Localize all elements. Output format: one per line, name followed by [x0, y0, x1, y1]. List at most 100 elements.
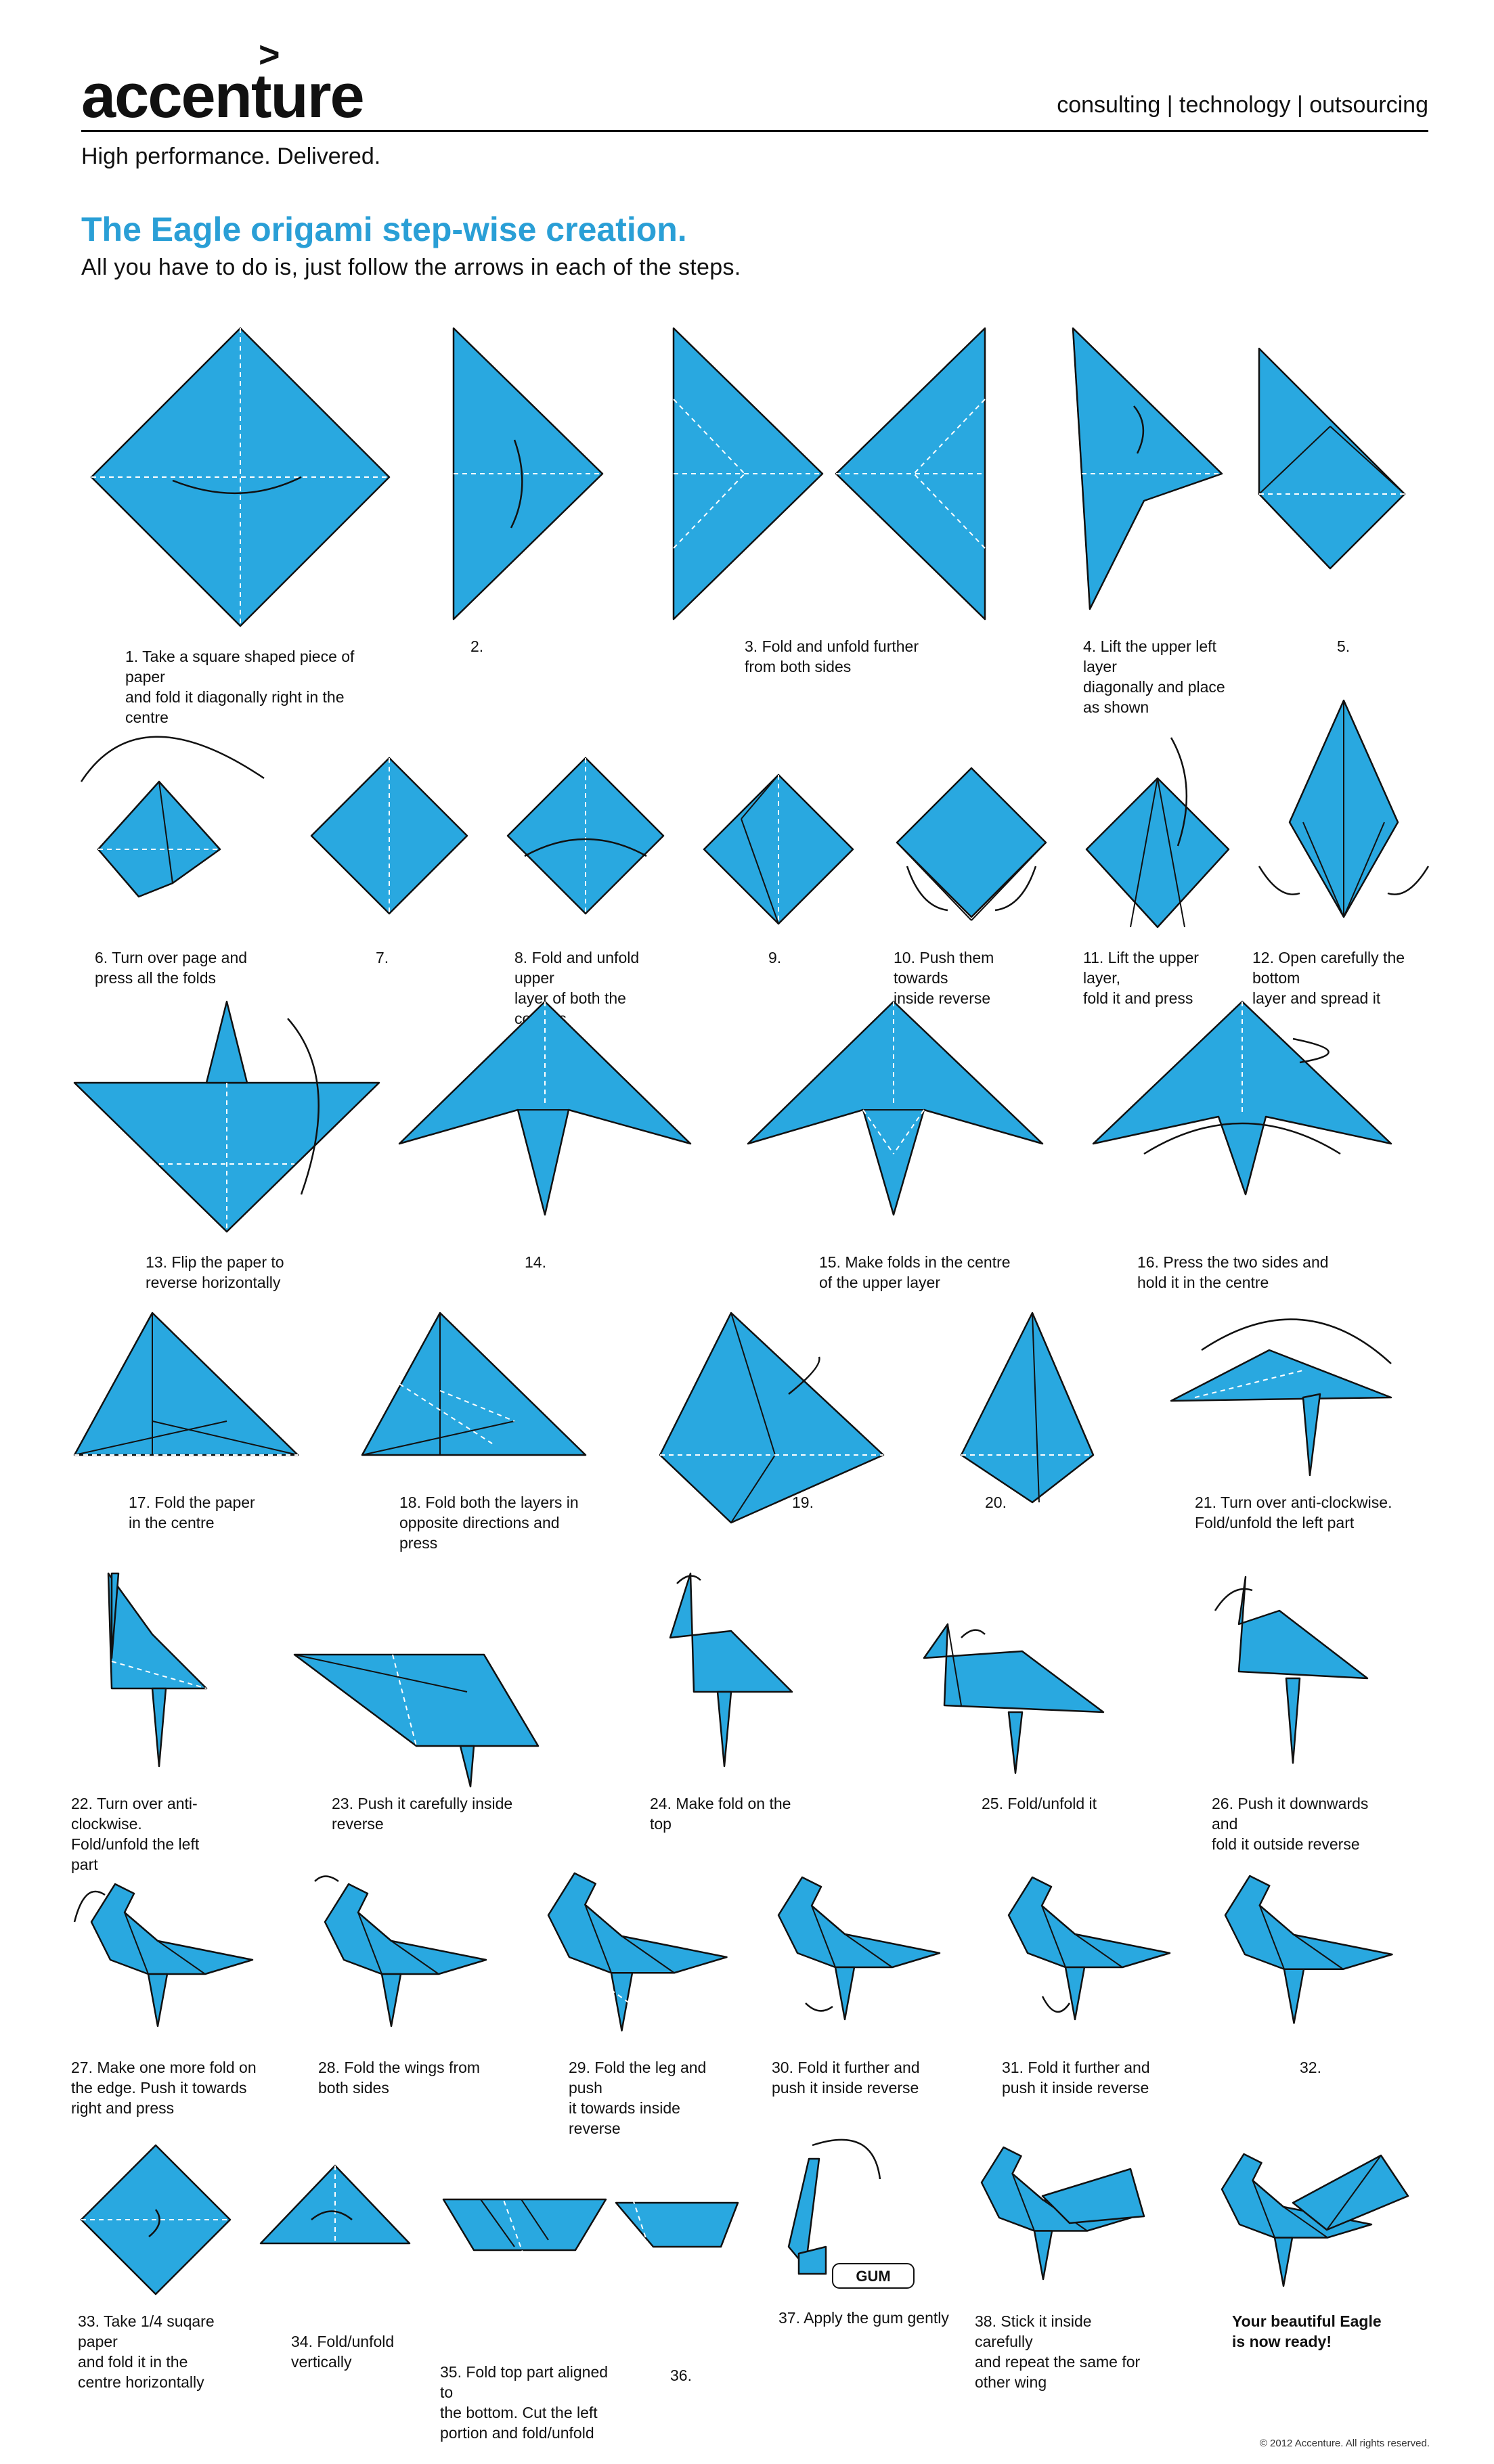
- step-13-illustration: [71, 998, 389, 1242]
- step-29-illustration: [542, 1868, 731, 2051]
- step-39: Your beautiful Eagle is now ready!: [1212, 2142, 1415, 2318]
- step-25-illustration: [921, 1604, 1124, 1773]
- step-24-illustration: [650, 1570, 806, 1773]
- step-4-caption: 4. Lift the upper left layer diagonally …: [1083, 636, 1225, 717]
- step-2-caption: 2.: [470, 636, 483, 656]
- step-17: 17. Fold the paper in the centre: [71, 1309, 305, 1465]
- step-15: 15. Make folds in the centre of the uppe…: [745, 998, 1046, 1222]
- step-26: 26. Push it downwards and fold it outsid…: [1212, 1570, 1381, 1773]
- step-21-caption: 21. Turn over anti-clockwise. Fold/unfol…: [1195, 1492, 1392, 1533]
- step-15-caption: 15. Make folds in the centre of the uppe…: [819, 1252, 1011, 1293]
- step-18-caption: 18. Fold both the layers in opposite dir…: [399, 1492, 592, 1553]
- step-22: 22. Turn over anti-clockwise. Fold/unfol…: [71, 1570, 213, 1773]
- step-15-illustration: [745, 998, 1046, 1222]
- step-23-caption: 23. Push it carefully inside reverse: [332, 1793, 548, 1834]
- step-9-caption: 9.: [768, 947, 781, 968]
- step-39-illustration: [1212, 2142, 1415, 2318]
- step-9: 9.: [701, 765, 856, 927]
- step-18-illustration: [359, 1309, 592, 1465]
- header-divider: [81, 130, 1428, 132]
- step-37-caption: 37. Apply the gum gently: [778, 2308, 949, 2328]
- step-11: 11. Lift the upper layer, fold it and pr…: [1083, 731, 1232, 934]
- step-6: 6. Turn over page and press all the fold…: [71, 700, 274, 924]
- logo-chevron-icon: >: [259, 34, 280, 76]
- step-35-caption: 35. Fold top part aligned to the bottom.…: [440, 2362, 609, 2443]
- step-22-illustration: [71, 1570, 213, 1773]
- step-24-caption: 24. Make fold on the top: [650, 1793, 806, 1834]
- step-13-caption: 13. Flip the paper to reverse horizontal…: [146, 1252, 284, 1293]
- step-25-caption: 25. Fold/unfold it: [982, 1793, 1097, 1814]
- step-8-illustration: [504, 755, 667, 917]
- step-5-illustration: [1256, 345, 1411, 582]
- step-26-illustration: [1212, 1570, 1381, 1773]
- step-10-illustration: [894, 765, 1049, 927]
- step-12: 12. Open carefully the bottom layer and …: [1252, 697, 1435, 934]
- step-30-caption: 30. Fold it further and push it inside r…: [772, 2057, 920, 2098]
- page-subtitle: All you have to do is, just follow the a…: [81, 254, 741, 281]
- step-21-illustration: [1168, 1309, 1418, 1472]
- step-3-illustration: [670, 325, 988, 623]
- step-13: 13. Flip the paper to reverse horizontal…: [71, 998, 389, 1242]
- step-3-caption: 3. Fold and unfold further from both sid…: [745, 636, 919, 677]
- step-1-illustration: [78, 325, 389, 623]
- svg-text:GUM: GUM: [856, 2268, 890, 2285]
- step-16-caption: 16. Press the two sides and hold it in t…: [1137, 1252, 1329, 1293]
- step-29: 29. Fold the leg and push it towards ins…: [542, 1868, 731, 2051]
- step-4: 4. Lift the upper left layer diagonally …: [1070, 325, 1225, 623]
- step-37-illustration: GUM: [778, 2132, 954, 2301]
- step-21: 21. Turn over anti-clockwise. Fold/unfol…: [1168, 1309, 1418, 1472]
- step-2: 2.: [450, 325, 606, 623]
- step-34: 34. Fold/unfold vertically: [257, 2162, 413, 2250]
- step-36-illustration: [613, 2199, 741, 2260]
- step-24: 24. Make fold on the top: [650, 1570, 806, 1773]
- page-title: The Eagle origami step-wise creation.: [81, 210, 687, 249]
- step-14-illustration: [396, 998, 694, 1222]
- step-28-caption: 28. Fold the wings from both sides: [318, 2057, 480, 2098]
- step-20-illustration: [958, 1309, 1100, 1519]
- step-8: 8. Fold and unfold upper layer of both t…: [504, 755, 667, 917]
- step-28-illustration: [311, 1868, 487, 2037]
- step-34-caption: 34. Fold/unfold vertically: [291, 2331, 394, 2372]
- step-12-illustration: [1252, 697, 1435, 934]
- services-tagline: consulting | technology | outsourcing: [1057, 92, 1428, 118]
- step-38-caption: 38. Stick it inside carefully and repeat…: [975, 2311, 1144, 2392]
- step-6-caption: 6. Turn over page and press all the fold…: [95, 947, 247, 988]
- step-9-illustration: [701, 765, 856, 927]
- step-27-caption: 27. Make one more fold on the edge. Push…: [71, 2057, 257, 2118]
- step-38-illustration: [968, 2142, 1144, 2318]
- brand-tagline: High performance. Delivered.: [81, 143, 380, 170]
- step-29-caption: 29. Fold the leg and push it towards ins…: [569, 2057, 731, 2138]
- step-16-illustration: [1090, 998, 1394, 1228]
- step-36: 36.: [613, 2199, 741, 2260]
- page-header: accenture > consulting | technology | ou…: [81, 47, 1428, 183]
- step-31: 31. Fold it further and push it inside r…: [1002, 1868, 1178, 2051]
- step-2-illustration: [450, 325, 606, 623]
- step-33-illustration: [78, 2142, 237, 2301]
- step-30-illustration: [772, 1868, 948, 2051]
- step-19: 19.: [657, 1309, 894, 1533]
- step-7-caption: 7.: [376, 947, 389, 968]
- step-34-illustration: [257, 2162, 413, 2250]
- step-30: 30. Fold it further and push it inside r…: [772, 1868, 948, 2051]
- step-18: 18. Fold both the layers in opposite dir…: [359, 1309, 592, 1465]
- step-31-caption: 31. Fold it further and push it inside r…: [1002, 2057, 1150, 2098]
- step-4-illustration: [1070, 325, 1225, 623]
- step-26-caption: 26. Push it downwards and fold it outsid…: [1212, 1793, 1381, 1854]
- step-10: 10. Push them towards inside reverse: [894, 765, 1049, 927]
- step-14-caption: 14.: [525, 1252, 546, 1272]
- step-35-illustration: [440, 2193, 609, 2267]
- step-20-caption: 20.: [985, 1492, 1007, 1513]
- step-20: 20.: [958, 1309, 1100, 1519]
- step-7-illustration: [308, 755, 470, 917]
- step-11-illustration: [1083, 731, 1232, 934]
- step-3: 3. Fold and unfold further from both sid…: [670, 325, 988, 623]
- step-5: 5.: [1256, 345, 1411, 582]
- step-38: 38. Stick it inside carefully and repeat…: [968, 2142, 1144, 2318]
- step-27: 27. Make one more fold on the edge. Push…: [71, 1868, 261, 2037]
- step-32-caption: 32.: [1300, 2057, 1321, 2078]
- step-16: 16. Press the two sides and hold it in t…: [1090, 998, 1394, 1228]
- step-17-caption: 17. Fold the paper in the centre: [129, 1492, 255, 1533]
- step-32-illustration: [1218, 1868, 1422, 2051]
- step-6-illustration: [71, 700, 274, 924]
- step-33-caption: 33. Take 1/4 suqare paper and fold it in…: [78, 2311, 237, 2392]
